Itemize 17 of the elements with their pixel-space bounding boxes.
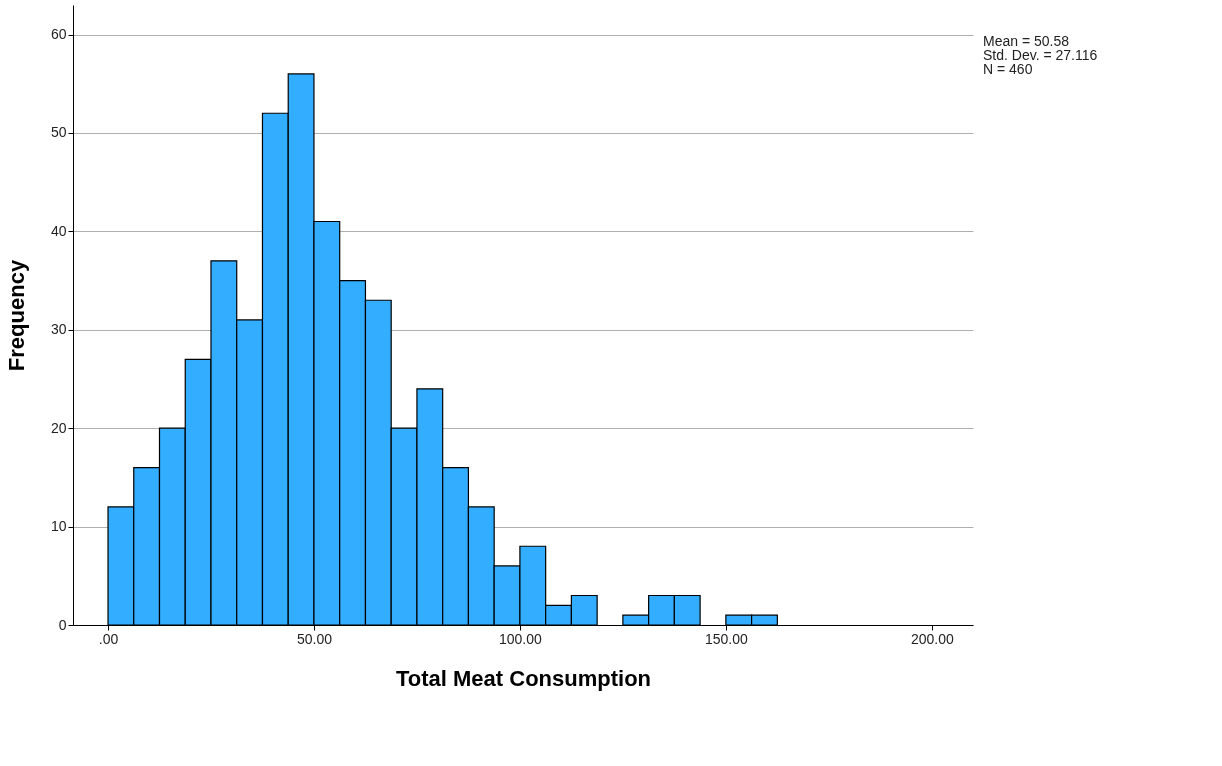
x-axis-title: Total Meat Consumption	[395, 665, 652, 691]
y-tick-label: 10	[50, 518, 67, 535]
y-tick-label: 60	[50, 26, 67, 43]
y-tick-label: 20	[50, 419, 67, 436]
y-tick-label: 0	[58, 616, 67, 633]
text: Std. Dev. = 27.116	[983, 47, 1098, 63]
x-tick-label: .00	[98, 630, 119, 647]
y-axis-title: Frequency	[3, 259, 29, 372]
y-tick-label: 40	[50, 222, 67, 239]
x-tick-label: 50.00	[296, 630, 333, 647]
x-tick-label: 100.00	[499, 630, 543, 647]
text: Mean = 50.58	[983, 33, 1070, 49]
x-tick-label: 200.00	[910, 630, 954, 647]
y-tick-label: 50	[50, 124, 67, 141]
text: N = 460	[983, 61, 1033, 77]
y-tick-label: 30	[50, 321, 67, 338]
x-tick-label: 150.00	[704, 630, 748, 647]
